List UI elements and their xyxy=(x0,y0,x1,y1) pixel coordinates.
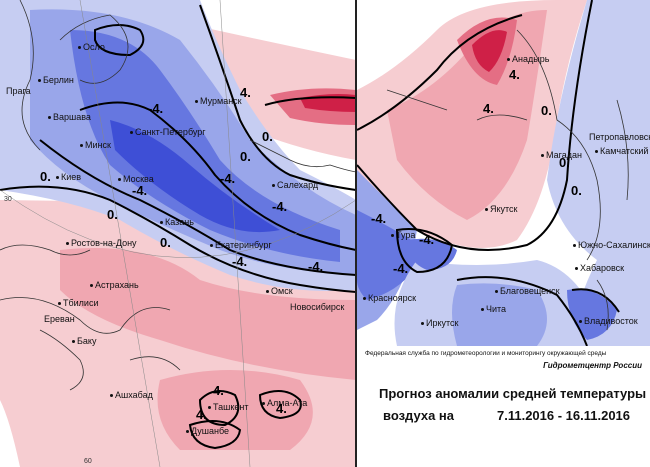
center-name: Гидрометцентр России xyxy=(543,361,642,370)
contour-label: 0. xyxy=(571,183,582,198)
city-baku: Баку xyxy=(72,336,96,346)
cold-region-south-mid xyxy=(452,283,547,346)
right-map-svg xyxy=(357,0,650,346)
city-vladivostok: Владивосток xyxy=(579,316,638,326)
city-yerevan: Ереван xyxy=(44,314,75,324)
contour-label: 4. xyxy=(196,407,207,422)
city-novosibirsk: Новосибирск xyxy=(290,302,345,312)
contour-lines-right xyxy=(357,0,620,346)
grid-label: 30 xyxy=(4,196,12,203)
warm-region-central-asia xyxy=(157,370,313,450)
city-moscow: Москва xyxy=(118,174,154,184)
city-kyiv: Киев xyxy=(56,172,81,182)
city-murmansk: Мурманск xyxy=(195,96,242,106)
contour-four-ca-2 xyxy=(258,390,302,420)
contour-label: -4. xyxy=(232,254,248,269)
city-tbilisi: Тбилиси xyxy=(58,298,99,308)
contour-minus4-main xyxy=(79,101,356,251)
contour-label: 0. xyxy=(160,235,171,250)
contour-label: -4. xyxy=(148,101,164,116)
contour-label: -4. xyxy=(371,211,387,226)
city-astrakhan: Астрахань xyxy=(90,280,139,290)
city-spb: Санкт-Петербург xyxy=(130,127,206,137)
city-oslo: Осло xyxy=(78,42,105,52)
contour-four-barents xyxy=(264,96,356,106)
city-kazan: Казань xyxy=(160,217,194,227)
contour-zero-north xyxy=(199,4,356,191)
contour-zero-west xyxy=(0,185,356,293)
city-ekaterinburg: Екатеринбург xyxy=(210,240,272,250)
city-omsk: Омск xyxy=(266,286,293,296)
contour-label: 4. xyxy=(509,67,520,82)
warm-region-chukotka-core xyxy=(472,30,507,72)
city-magadan: Магадан xyxy=(541,150,582,160)
map-title-line2: воздуха на xyxy=(383,408,455,423)
contour-label: 4. xyxy=(213,383,224,398)
city-prague: Прага xyxy=(6,86,31,96)
grid-label: 60 xyxy=(84,458,92,465)
cold-region-east xyxy=(547,0,650,346)
left-map-svg xyxy=(0,0,356,467)
contour-label: -4. xyxy=(393,261,409,276)
contour-label: -4. xyxy=(272,199,288,214)
contour-label: 0. xyxy=(541,103,552,118)
contour-label: 0. xyxy=(240,149,251,164)
city-chita: Чита xyxy=(481,304,506,314)
contour-label: 0. xyxy=(107,207,118,222)
city-anadyr: Анадырь xyxy=(507,54,549,64)
coastlines-right xyxy=(386,29,629,331)
contour-label: -4. xyxy=(308,259,324,274)
contour-label: 4. xyxy=(276,401,287,416)
city-khabarovsk: Хабаровск xyxy=(575,263,624,273)
contour-label: 0. xyxy=(262,129,273,144)
city-tura: Тура xyxy=(391,230,415,240)
city-blagoveshchensk: Благовещенск xyxy=(495,286,560,296)
panel-divider xyxy=(355,0,357,467)
city-minsk: Минск xyxy=(80,140,111,150)
city-krasnoyarsk: Красноярск xyxy=(363,293,416,303)
city-almaty: Алма-Ата xyxy=(262,398,307,408)
contour-four-ca-3 xyxy=(188,420,242,450)
city-dushanbe: Душанбе xyxy=(186,426,229,436)
contour-label: -4. xyxy=(419,232,435,247)
city-rostov: Ростов-на-Дону xyxy=(66,238,137,248)
warm-region-south-strong xyxy=(60,248,356,380)
contour-minus4-inner xyxy=(39,139,356,276)
cold-region-west-core xyxy=(357,210,427,300)
cold-region-strong xyxy=(70,30,340,262)
contour-lines xyxy=(0,4,356,450)
contour-label: -4. xyxy=(132,183,148,198)
city-berlin: Берлин xyxy=(38,75,74,85)
city-yakutsk: Якутск xyxy=(485,204,518,214)
contour-label: 4. xyxy=(483,101,494,116)
city-petropavlovsk: Петропавловск xyxy=(589,132,650,142)
city-warsaw: Варшава xyxy=(48,112,91,122)
city-irkutsk: Иркутск xyxy=(421,318,458,328)
coastlines xyxy=(0,0,356,391)
contour-label: 0. xyxy=(40,169,51,184)
city-ashgabat: Ашхабад xyxy=(110,390,153,400)
agency-name: Федеральная служба по гидрометеорологии … xyxy=(365,350,607,357)
grid-lines xyxy=(0,0,356,467)
city-kamchatsky: Камчатский xyxy=(595,146,648,156)
footer: Федеральная служба по гидрометеорологии … xyxy=(357,346,650,467)
right-map-panel: Анадырь Петропавловск Камчатский Магадан… xyxy=(357,0,650,346)
city-tashkent: Ташкент xyxy=(208,402,248,412)
contour-label: 0. xyxy=(559,155,570,170)
city-yuzhno-sakhalinsk: Южно-Сахалинск xyxy=(573,240,650,250)
contour-four-ca-1 xyxy=(198,390,240,427)
left-map-panel: Осло Берлин Прага Варшава Минск Киев Сан… xyxy=(0,0,356,467)
map-title-line1: Прогноз аномалии средней температуры xyxy=(379,386,647,401)
cold-region-core xyxy=(110,120,280,233)
forecast-dates: 7.11.2016 - 16.11.2016 xyxy=(497,408,631,423)
city-salekhard: Салехард xyxy=(272,180,318,190)
contour-label: 4. xyxy=(240,85,251,100)
contour-label: -4. xyxy=(220,171,236,186)
